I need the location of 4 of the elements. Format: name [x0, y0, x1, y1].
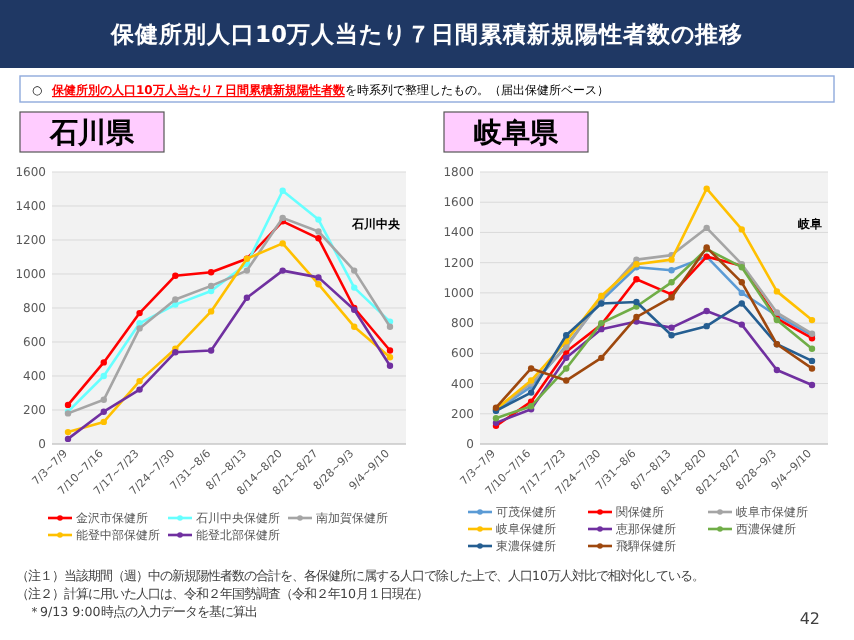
text: 42 — [799, 610, 820, 628]
chart-title: 岐阜県 — [474, 118, 560, 150]
text: 保健所別人口10万人当たり７日間累積新規陽性者数の推移 — [108, 20, 744, 48]
chart-title: 石川県 — [48, 118, 136, 150]
